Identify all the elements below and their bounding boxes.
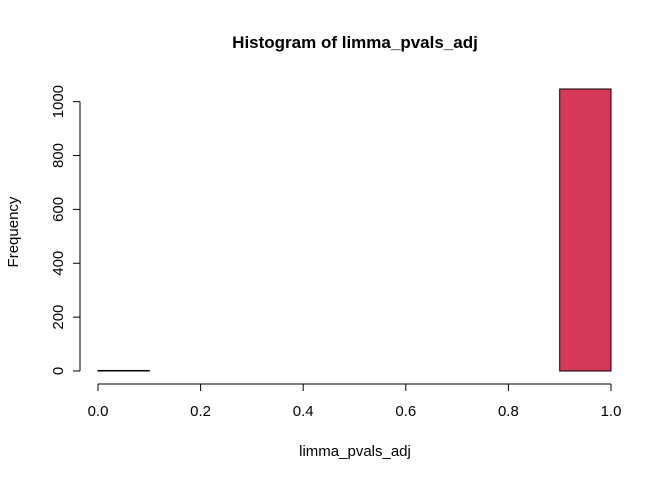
y-tick-label: 600 bbox=[50, 197, 67, 222]
y-tick-label: 200 bbox=[50, 305, 67, 330]
x-tick-label: 0.0 bbox=[88, 403, 109, 420]
histogram-bar bbox=[559, 88, 612, 372]
bars-layer bbox=[97, 88, 612, 372]
x-tick-label: 1.0 bbox=[601, 403, 622, 420]
y-axis-label: Frequency bbox=[5, 196, 22, 267]
y-tick-label: 800 bbox=[50, 143, 67, 168]
chart-title: Histogram of limma_pvals_adj bbox=[232, 33, 478, 52]
y-tick-label: 400 bbox=[50, 251, 67, 276]
x-axis: 0.0 0.2 0.4 0.6 0.8 1.0 bbox=[88, 383, 622, 420]
x-axis-label: limma_pvals_adj bbox=[299, 443, 411, 460]
y-axis: 0 200 400 600 800 1000 bbox=[50, 85, 81, 375]
y-tick-label: 1000 bbox=[50, 85, 67, 118]
histogram-bar bbox=[97, 369, 150, 372]
x-tick-label: 0.6 bbox=[395, 403, 416, 420]
x-tick-label: 0.8 bbox=[498, 403, 519, 420]
x-tick-label: 0.4 bbox=[293, 403, 314, 420]
y-tick-label: 0 bbox=[50, 367, 67, 375]
x-tick-label: 0.2 bbox=[190, 403, 211, 420]
